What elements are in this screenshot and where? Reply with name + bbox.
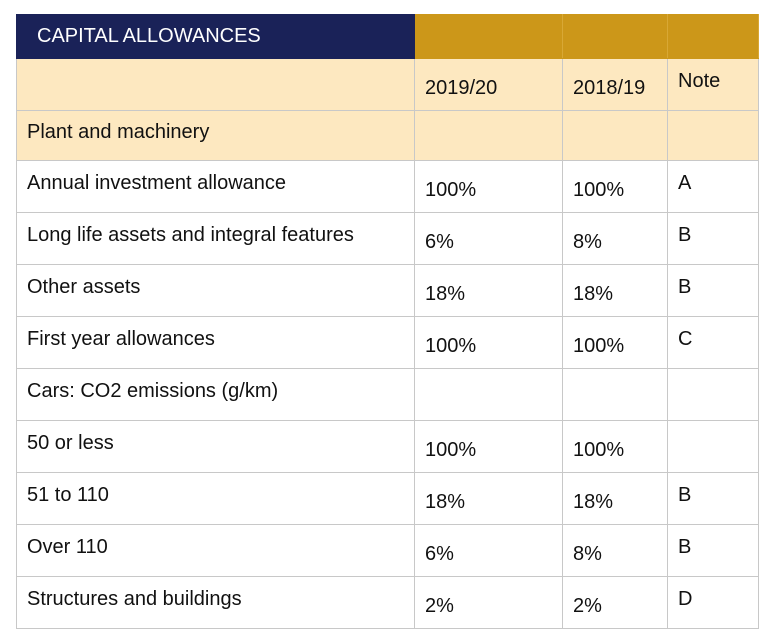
note-cell: C: [667, 316, 759, 369]
column-header-2018-19: 2018/19: [562, 58, 668, 111]
empty-cell: [667, 110, 759, 161]
value-2018-19: 2%: [562, 576, 668, 629]
note-cell: B: [667, 212, 759, 265]
column-header-note: Note: [667, 58, 759, 111]
section-row: Plant and machinery: [16, 110, 759, 161]
value-2019-20: 100%: [414, 316, 563, 369]
value-2019-20: 6%: [414, 212, 563, 265]
empty-cell: [414, 110, 563, 161]
note-cell: B: [667, 524, 759, 577]
value-2018-19: 100%: [562, 160, 668, 213]
row-label: Other assets: [16, 264, 415, 317]
column-header-2019-20: 2019/20: [414, 58, 563, 111]
row-label: Annual investment allowance: [16, 160, 415, 213]
row-label: 51 to 110: [16, 472, 415, 525]
value-2018-19: [562, 368, 668, 421]
table-row: Structures and buildings 2% 2% D: [16, 576, 759, 629]
row-label: First year allowances: [16, 316, 415, 369]
value-2019-20: 18%: [414, 264, 563, 317]
table-row: Cars: CO2 emissions (g/km): [16, 368, 759, 421]
row-label: Structures and buildings: [16, 576, 415, 629]
value-2019-20: [414, 368, 563, 421]
value-2019-20: 100%: [414, 160, 563, 213]
value-2018-19: 100%: [562, 420, 668, 473]
table-row: Long life assets and integral features 6%…: [16, 212, 759, 265]
row-label: Long life assets and integral features: [16, 212, 415, 265]
table-row: Over 110 6% 8% B: [16, 524, 759, 577]
value-2019-20: 100%: [414, 420, 563, 473]
note-cell: [667, 420, 759, 473]
value-2019-20: 18%: [414, 472, 563, 525]
row-label: 50 or less: [16, 420, 415, 473]
table-row: First year allowances 100% 100% C: [16, 316, 759, 369]
value-2018-19: 100%: [562, 316, 668, 369]
value-2018-19: 18%: [562, 264, 668, 317]
section-label: Plant and machinery: [16, 110, 415, 161]
table-row: Annual investment allowance 100% 100% A: [16, 160, 759, 213]
note-cell: D: [667, 576, 759, 629]
value-2019-20: 6%: [414, 524, 563, 577]
note-cell: [667, 368, 759, 421]
capital-allowances-table: CAPITAL ALLOWANCES 2019/20 2018/19 Note …: [16, 14, 759, 629]
header-row: 2019/20 2018/19 Note: [16, 58, 759, 111]
note-cell: A: [667, 160, 759, 213]
table-row: 51 to 110 18% 18% B: [16, 472, 759, 525]
value-2019-20: 2%: [414, 576, 563, 629]
value-2018-19: 8%: [562, 212, 668, 265]
title-cell: [667, 14, 759, 59]
table-row: Other assets 18% 18% B: [16, 264, 759, 317]
row-label: Over 110: [16, 524, 415, 577]
value-2018-19: 18%: [562, 472, 668, 525]
row-label: Cars: CO2 emissions (g/km): [16, 368, 415, 421]
note-cell: B: [667, 472, 759, 525]
title-cell: [562, 14, 668, 59]
value-2018-19: 8%: [562, 524, 668, 577]
column-header: [16, 58, 415, 111]
table-row: 50 or less 100% 100%: [16, 420, 759, 473]
empty-cell: [562, 110, 668, 161]
note-cell: B: [667, 264, 759, 317]
title-cell: [414, 14, 563, 59]
title-row: CAPITAL ALLOWANCES: [16, 14, 759, 59]
table-title: CAPITAL ALLOWANCES: [16, 14, 415, 59]
